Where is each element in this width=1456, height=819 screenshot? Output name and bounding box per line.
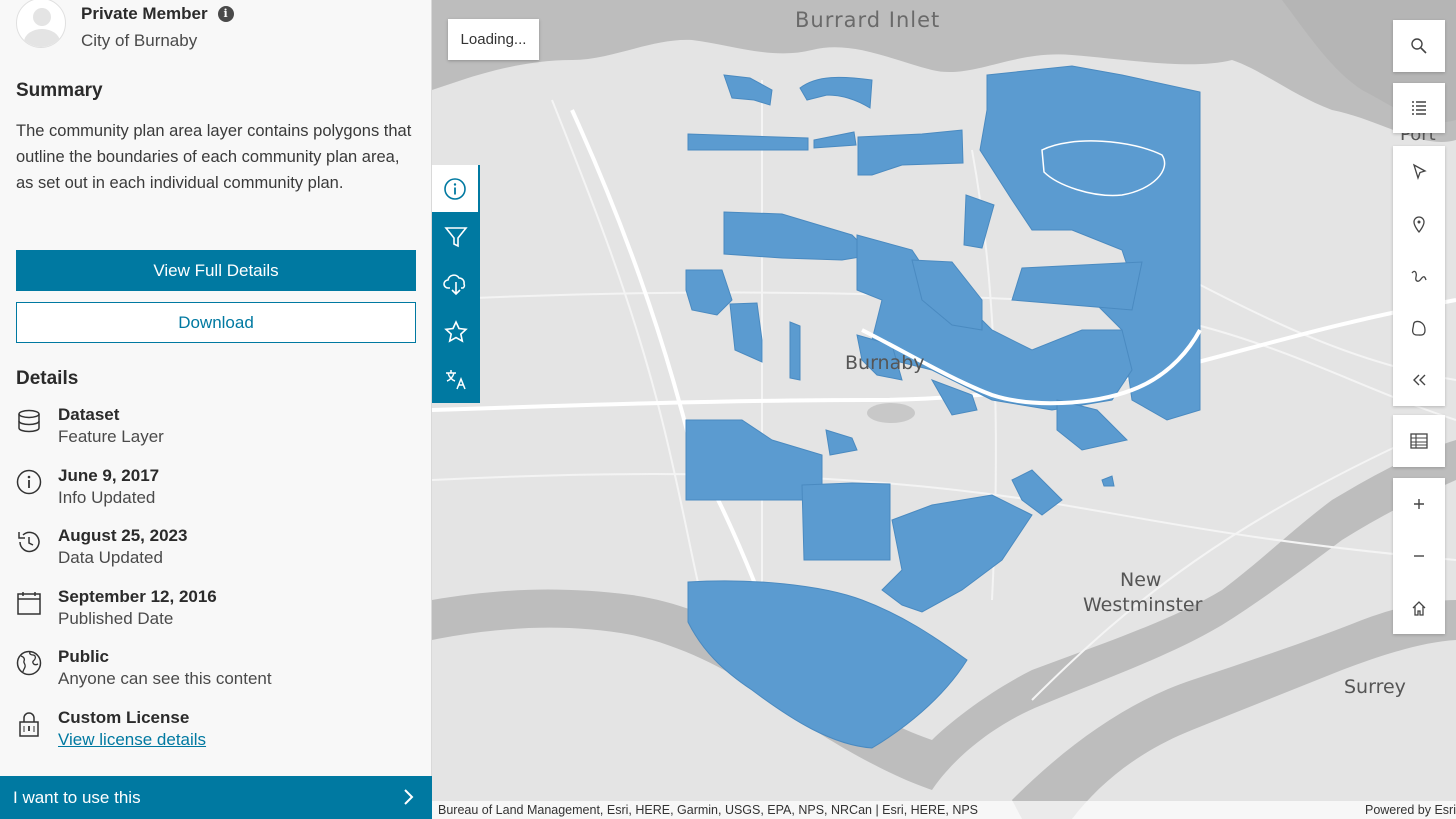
- freehand-line-icon: [1411, 270, 1427, 282]
- home-icon: [1412, 601, 1426, 616]
- detail-sub: Info Updated: [58, 488, 156, 507]
- detail-data-updated: August 25, 2023 Data Updated: [16, 525, 187, 575]
- legend-control: [1393, 83, 1445, 133]
- polyline-button[interactable]: [1393, 250, 1445, 302]
- translate-icon: [446, 369, 466, 389]
- strip-filter-button[interactable]: [432, 213, 480, 260]
- attribution-text: Bureau of Land Management, Esri, HERE, G…: [438, 803, 979, 817]
- lock-icon: [19, 712, 39, 737]
- table-control: [1393, 415, 1445, 467]
- i-want-to-use-this-button[interactable]: I want to use this: [0, 776, 432, 819]
- detail-title: Dataset: [58, 405, 120, 424]
- detail-title: August 25, 2023: [58, 526, 188, 545]
- tool-strip: [432, 165, 480, 403]
- basemap: [432, 0, 1456, 819]
- label-burrard-inlet: Burrard Inlet: [795, 8, 941, 32]
- detail-sub: Published Date: [58, 609, 174, 628]
- calendar-icon: [17, 592, 41, 615]
- chevron-right-icon: [404, 789, 414, 805]
- detail-sub: Feature Layer: [58, 427, 164, 446]
- summary-text: The community plan area layer contains p…: [16, 122, 412, 192]
- detail-info-updated: June 9, 2017 Info Updated: [16, 465, 159, 515]
- zoom-control: [1393, 478, 1445, 634]
- view-full-details-button[interactable]: View Full Details: [16, 250, 416, 291]
- strip-favorite-button[interactable]: [432, 308, 480, 355]
- detail-dataset: Dataset Feature Layer: [16, 404, 164, 454]
- detail-sub: Data Updated: [58, 548, 163, 567]
- owner-info-icon[interactable]: i: [217, 6, 234, 22]
- detail-license: Custom License View license details: [16, 707, 206, 757]
- label-burnaby: Burnaby: [845, 352, 925, 374]
- table-icon: [1410, 433, 1428, 449]
- detail-published: September 12, 2016 Published Date: [16, 586, 217, 636]
- strip-download-button[interactable]: [432, 260, 480, 307]
- loading-indicator: Loading...: [448, 19, 539, 60]
- point-button[interactable]: [1393, 198, 1445, 250]
- owner-block: Private Member i City of Burnaby: [16, 0, 234, 52]
- legend-icon: [1412, 101, 1426, 115]
- avatar: [16, 0, 66, 48]
- owner-name: Private Member: [81, 4, 208, 23]
- collapse-icon: [1413, 374, 1426, 386]
- collapse-button[interactable]: [1393, 354, 1445, 406]
- label-new: New: [1120, 569, 1162, 591]
- info-icon: [16, 469, 42, 495]
- zoom-out-button[interactable]: [1393, 530, 1445, 582]
- detail-title: Custom License: [58, 708, 190, 727]
- filter-icon: [444, 226, 468, 247]
- powered-by-esri[interactable]: Powered by Esri: [1364, 803, 1456, 817]
- legend-button[interactable]: [1393, 83, 1445, 133]
- zoom-out-icon: [1414, 555, 1424, 557]
- info-icon: [444, 177, 466, 200]
- zoom-in-icon: [1414, 499, 1424, 509]
- download-button[interactable]: Download: [16, 302, 416, 343]
- polygon-icon: [1411, 320, 1426, 336]
- detail-title: June 9, 2017: [58, 466, 160, 485]
- map-view[interactable]: Burrard Inlet Port M Burnaby New Westmin…: [432, 0, 1456, 819]
- owner-org: City of Burnaby: [81, 31, 198, 50]
- license-details-link[interactable]: View license details: [58, 730, 207, 749]
- summary-heading: Summary: [16, 80, 103, 101]
- home-button[interactable]: [1393, 582, 1445, 634]
- label-surrey: Surrey: [1344, 676, 1406, 698]
- database-icon: [18, 409, 40, 433]
- label-westminster: Westminster: [1083, 594, 1203, 616]
- cta-label: I want to use this: [13, 787, 141, 807]
- select-arrow-icon: [1412, 163, 1427, 181]
- map-attribution: Bureau of Land Management, Esri, HERE, G…: [432, 801, 1456, 819]
- search-control: [1393, 20, 1445, 72]
- globe-icon: [16, 650, 42, 676]
- table-button[interactable]: [1393, 415, 1445, 467]
- star-icon: [444, 319, 468, 343]
- detail-title: September 12, 2016: [58, 587, 217, 606]
- search-button[interactable]: [1393, 20, 1445, 72]
- pin-icon: [1413, 216, 1425, 233]
- select-button[interactable]: [1393, 146, 1445, 198]
- sketch-toolbar: [1393, 146, 1445, 406]
- zoom-in-button[interactable]: [1393, 478, 1445, 530]
- polygon-button[interactable]: [1393, 302, 1445, 354]
- details-heading: Details: [16, 368, 79, 389]
- strip-translate-button[interactable]: [432, 355, 480, 402]
- detail-sharing: Public Anyone can see this content: [16, 646, 272, 696]
- history-icon: [18, 531, 40, 553]
- cloud-download-icon: [443, 273, 466, 295]
- strip-info-button[interactable]: [432, 165, 478, 212]
- detail-sub: Anyone can see this content: [58, 669, 272, 688]
- search-icon: [1411, 38, 1427, 54]
- detail-title: Public: [58, 647, 110, 666]
- details-panel: Private Member i City of Burnaby Summary…: [0, 0, 432, 819]
